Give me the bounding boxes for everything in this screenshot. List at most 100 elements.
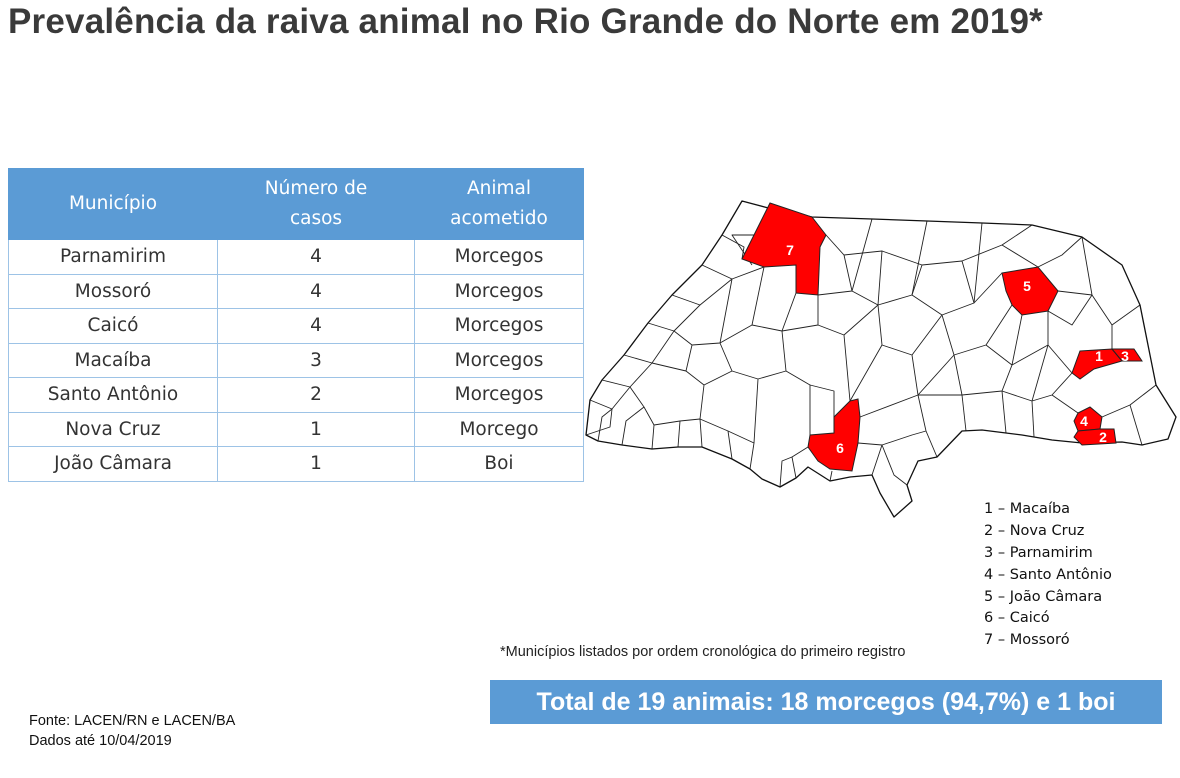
legend-item: 6 – Caicó	[984, 610, 1050, 627]
municipality-boundary	[791, 446, 809, 479]
footnote: *Municípios listados por ordem cronológi…	[500, 644, 906, 660]
cell-municipio: Santo Antônio	[8, 377, 218, 413]
cell-casos: 4	[217, 308, 415, 344]
municipality-boundary	[961, 364, 1013, 396]
header-municipio: Município	[8, 168, 218, 240]
header-numero-casos: Número de casos	[217, 168, 415, 240]
cell-municipio: Parnamirim	[8, 239, 218, 275]
municipality-boundary	[623, 330, 675, 364]
municipality-boundary	[1091, 294, 1113, 349]
source-line: Fonte: LACEN/RN e LACEN/BA	[29, 713, 236, 729]
municipality-boundary	[1051, 394, 1079, 414]
municipality-boundary	[731, 370, 759, 444]
legend-item: 1 – Macaíba	[984, 501, 1071, 517]
municipality-boundary	[719, 266, 765, 344]
municipality-boundary	[829, 470, 833, 482]
municipality-boundaries	[585, 218, 1157, 488]
cell-animal: Morcegos	[414, 308, 584, 344]
municipality-boundary	[1001, 390, 1007, 434]
cell-animal: Morcegos	[414, 342, 584, 378]
map-markers: 1 2 3 4 5 6 7	[786, 242, 1129, 456]
municipality-boundary	[825, 234, 853, 292]
legend-item: 4 – Santo Antônio	[984, 566, 1112, 583]
table-row: Mossoró 4 Morcegos	[8, 273, 584, 309]
municipality-boundary	[643, 406, 655, 450]
municipality-boundary	[785, 370, 811, 435]
municipality-boundary	[703, 342, 733, 386]
municipality-boundary	[809, 384, 835, 417]
municipality-boundary	[961, 394, 967, 432]
municipality-boundary	[843, 290, 879, 336]
cell-casos: 4	[217, 273, 415, 309]
municipality-boundary	[857, 442, 908, 486]
cell-municipio: Macaíba	[8, 342, 218, 378]
source-note: Fonte: LACEN/RN e LACEN/BA Dados até 10/…	[29, 711, 235, 751]
cell-casos: 2	[217, 377, 415, 413]
map-marker-2: 2	[1099, 429, 1107, 445]
cell-animal: Morcegos	[414, 377, 584, 413]
table-row: Caicó 4 Morcegos	[8, 308, 584, 344]
header-animal: Animal acometido	[414, 168, 584, 240]
legend-item: 3 – Parnamirim	[984, 544, 1093, 561]
municipality-boundary	[691, 278, 733, 346]
municipality-boundary	[817, 324, 851, 402]
municipality-boundary	[973, 272, 1003, 304]
municipality-boundary	[849, 304, 883, 402]
municipality-nova-cruz-highlight	[1073, 428, 1117, 446]
municipality-boundary	[685, 370, 705, 420]
cell-municipio: Mossoró	[8, 273, 218, 309]
cell-municipio: João Câmara	[8, 446, 218, 482]
cell-animal: Morcegos	[414, 239, 584, 275]
municipality-boundary	[779, 456, 793, 488]
cell-casos: 4	[217, 239, 415, 275]
header-municipio-line1: Município	[68, 193, 158, 214]
table-header-row: Município Número de casos Animal acometi…	[8, 168, 584, 240]
municipality-boundary	[859, 344, 919, 418]
municipality-boundary	[877, 220, 928, 306]
table-row: Macaíba 3 Morcegos	[8, 342, 584, 378]
municipality-boundary	[1101, 384, 1157, 418]
page-title: Prevalência da raiva animal no Rio Grand…	[8, 2, 1043, 41]
municipality-boundary	[921, 260, 975, 304]
municipality-boundary	[985, 314, 1023, 366]
table-row: Nova Cruz 1 Morcego	[8, 411, 584, 447]
municipality-boundary	[653, 420, 681, 448]
map-marker-7: 7	[786, 242, 794, 258]
header-numero-line1: Número de	[264, 178, 368, 199]
municipality-boundary	[1129, 404, 1143, 446]
cell-municipio: Nova Cruz	[8, 411, 218, 447]
municipality-boundary	[1057, 236, 1093, 296]
table-row: Santo Antônio 2 Morcegos	[8, 377, 584, 413]
cell-animal: Boi	[414, 446, 584, 482]
municipality-boundary	[881, 430, 927, 446]
municipality-parnamirim-highlight	[1110, 348, 1143, 362]
municipality-boundary	[1047, 344, 1073, 374]
municipality-boundary	[953, 304, 1013, 356]
map-marker-6: 6	[836, 440, 844, 456]
municipality-boundary	[871, 444, 883, 476]
cell-casos: 1	[217, 411, 415, 447]
municipality-santo-antonio-highlight	[1073, 406, 1103, 432]
state-outline	[585, 200, 1177, 518]
legend-item: 2 – Nova Cruz	[984, 522, 1085, 539]
municipality-boundary	[881, 250, 923, 296]
cell-casos: 1	[217, 446, 415, 482]
municipality-boundary	[917, 394, 938, 458]
highlighted-municipalities	[741, 202, 1143, 472]
municipality-mossoro-highlight	[741, 202, 827, 296]
cell-casos: 3	[217, 342, 415, 378]
municipality-boundary	[621, 386, 645, 446]
cases-table: Município Número de casos Animal acometi…	[8, 168, 584, 482]
municipality-boundary	[1031, 400, 1035, 438]
table-row: João Câmara 1 Boi	[8, 446, 584, 482]
municipality-boundary	[1037, 236, 1083, 268]
data-date-line: Dados até 10/04/2019	[29, 733, 172, 749]
municipality-boundary	[597, 408, 613, 442]
municipality-boundary	[651, 330, 693, 372]
municipality-boundary	[757, 330, 787, 380]
cell-animal: Morcego	[414, 411, 584, 447]
municipality-boundary	[918, 354, 963, 396]
municipality-boundary	[1001, 224, 1033, 246]
municipality-boundary	[601, 362, 653, 388]
municipality-boundary	[701, 264, 765, 280]
